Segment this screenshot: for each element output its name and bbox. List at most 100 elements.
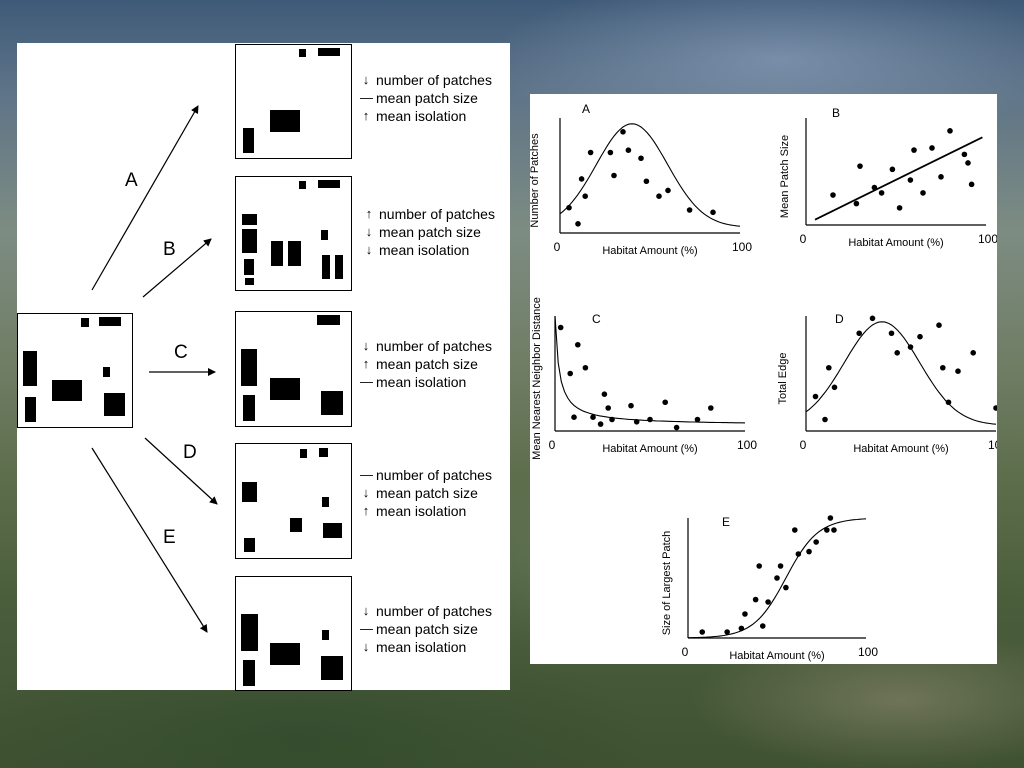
x-tick-label: 0 (800, 232, 807, 246)
data-point (896, 205, 903, 211)
metric-label: mean patch size (379, 224, 481, 240)
data-point (557, 324, 564, 331)
metric-label: mean isolation (376, 108, 467, 124)
x-axis-label: Habitat Amount (%) (848, 237, 943, 249)
metric-label: number of patches (376, 467, 492, 483)
change-symbol: ↓ (365, 242, 373, 257)
data-point (894, 350, 900, 356)
data-point (878, 190, 885, 196)
data-point (831, 384, 838, 391)
data-point (756, 563, 762, 569)
arrow-a (91, 105, 199, 291)
data-point (940, 364, 946, 371)
metric-label: number of patches (379, 206, 495, 222)
scenario-d-description: — number of patches ↓ mean patch size ↑ mea… (360, 466, 492, 520)
data-point (777, 563, 784, 569)
x-tick-label: 0 (554, 240, 561, 254)
data-point (792, 527, 798, 533)
data-point (638, 155, 644, 162)
data-point (752, 596, 759, 603)
data-point (575, 221, 581, 227)
data-point (710, 209, 716, 216)
data-point (601, 391, 608, 398)
data-point (673, 424, 680, 431)
data-point (955, 368, 961, 375)
x-axis-label: Habitat Amount (%) (729, 650, 824, 662)
scenario-c-description: ↓ number of patches ↑ mean patch size — mea… (360, 337, 492, 391)
data-point (965, 160, 971, 166)
data-point (871, 184, 878, 191)
data-point (625, 147, 632, 153)
data-point (656, 193, 662, 199)
scenario-a-description: ↓ number of patches — mean patch size ↑ mea… (360, 71, 492, 125)
data-point (686, 207, 693, 213)
data-point (857, 163, 863, 169)
scenario-letter-c: C (174, 342, 188, 363)
data-point (929, 145, 935, 151)
data-point (587, 149, 594, 156)
data-point (607, 149, 614, 156)
data-point (605, 405, 611, 411)
data-point (590, 414, 596, 421)
change-symbol: — (360, 374, 373, 389)
data-point (947, 128, 953, 134)
data-point (945, 399, 952, 406)
change-symbol: ↓ (362, 72, 370, 87)
data-point (643, 178, 650, 185)
data-point (665, 187, 671, 194)
data-point (806, 548, 812, 555)
data-point (628, 402, 634, 409)
x-tick-label: 0 (800, 438, 807, 452)
x-tick-label: 100 (858, 645, 878, 659)
metric-label: mean isolation (376, 639, 467, 655)
data-point (936, 322, 942, 328)
data-point (647, 416, 653, 423)
data-point (917, 333, 923, 340)
data-point (582, 364, 589, 371)
data-point (993, 405, 997, 411)
data-point (724, 629, 730, 635)
scenario-b-description: ↑ number of patches ↓ mean patch size ↓ mea… (363, 205, 495, 259)
data-point (813, 539, 819, 545)
metric-label: mean patch size (376, 356, 478, 372)
data-point (827, 515, 834, 521)
data-point (783, 584, 789, 591)
metric-label: mean patch size (376, 90, 478, 106)
data-point (970, 350, 976, 356)
y-axis-label: Mean Patch Size (779, 135, 791, 218)
metric-label: mean isolation (376, 374, 467, 390)
data-point (633, 419, 640, 425)
change-symbol: ↑ (365, 206, 373, 221)
y-axis-label: Size of Largest Patch (661, 531, 673, 636)
data-point (856, 330, 862, 337)
x-tick-label: 100 (732, 240, 752, 254)
metric-label: number of patches (376, 338, 492, 354)
change-symbol: ↓ (362, 603, 370, 618)
data-point (597, 421, 604, 427)
data-point (742, 611, 748, 617)
data-point (738, 625, 745, 632)
change-symbol: ↑ (362, 108, 370, 123)
data-point (774, 575, 780, 581)
data-point (853, 200, 860, 207)
x-axis-label: Habitat Amount (%) (853, 443, 948, 455)
data-point (968, 181, 975, 188)
y-axis-label: Number of Patches (530, 133, 541, 228)
scenario-letter-d: D (183, 442, 197, 463)
metric-label: mean patch size (376, 485, 478, 501)
data-point (699, 629, 706, 635)
data-point (889, 166, 896, 173)
data-point (662, 399, 668, 406)
arrow-b (142, 238, 212, 298)
change-symbol: — (360, 467, 373, 482)
data-point (907, 177, 914, 183)
data-point (582, 193, 588, 199)
change-symbol: — (360, 621, 373, 636)
data-point (920, 190, 926, 196)
trend-curve (814, 136, 983, 221)
data-point (961, 151, 968, 158)
data-point (611, 172, 617, 179)
metric-label: mean isolation (376, 503, 467, 519)
change-symbol: ↓ (362, 485, 370, 500)
metric-label: mean isolation (379, 242, 470, 258)
